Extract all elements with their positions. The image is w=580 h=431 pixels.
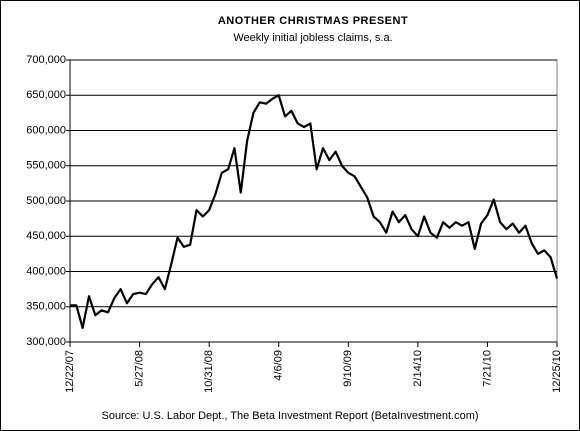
chart-title: ANOTHER CHRISTMAS PRESENT xyxy=(218,15,408,27)
y-tick-label: 350,000 xyxy=(26,301,66,313)
y-tick-label: 500,000 xyxy=(26,195,66,207)
y-tick-label: 700,000 xyxy=(26,54,66,66)
x-tick-label: 5/27/08 xyxy=(133,350,145,387)
x-tick-label: 12/25/10 xyxy=(551,350,563,393)
y-tick-label: 550,000 xyxy=(26,160,66,172)
x-tick-label: 4/6/09 xyxy=(273,350,285,381)
data-line xyxy=(70,94,559,329)
source-note: Source: U.S. Labor Dept., The Beta Inves… xyxy=(101,410,478,422)
x-tick-label: 9/10/09 xyxy=(342,350,354,387)
x-tick-label: 10/31/08 xyxy=(203,350,215,393)
y-tick-label: 650,000 xyxy=(26,89,66,101)
x-tick-label: 7/21/10 xyxy=(481,350,493,387)
y-tick-label: 450,000 xyxy=(26,230,66,242)
x-tick-label: 12/22/07 xyxy=(64,350,76,393)
y-tick-label: 600,000 xyxy=(26,124,66,136)
chart-subtitle: Weekly initial jobless claims, s.a. xyxy=(233,32,392,44)
x-tick-label: 2/14/10 xyxy=(412,350,424,387)
y-tick-label: 300,000 xyxy=(26,336,66,348)
y-tick-label: 400,000 xyxy=(26,265,66,277)
